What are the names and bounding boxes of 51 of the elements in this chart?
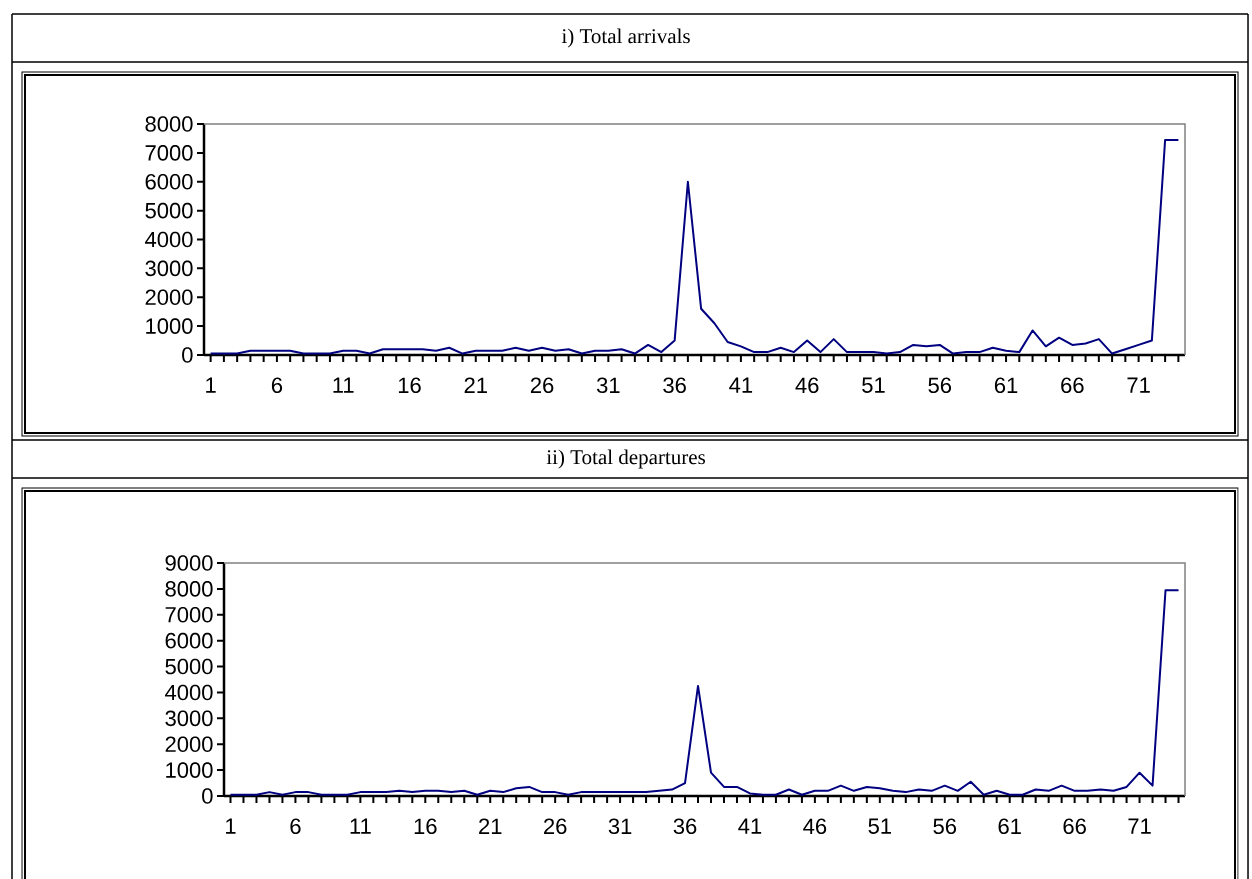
y-tick-label: 3000 bbox=[165, 710, 213, 727]
x-tick-label: 31 bbox=[596, 377, 620, 394]
y-tick-label: 4000 bbox=[145, 231, 193, 248]
x-tick-label: 26 bbox=[530, 377, 554, 394]
x-tick-label: 46 bbox=[803, 818, 827, 835]
x-tick-label: 36 bbox=[673, 818, 697, 835]
y-tick-label: 0 bbox=[182, 347, 193, 363]
x-tick-label: 6 bbox=[271, 377, 283, 394]
x-tick-label: 61 bbox=[998, 818, 1021, 835]
x-tick-label: 61 bbox=[994, 377, 1018, 394]
x-tick-label: 11 bbox=[350, 818, 371, 834]
chart-title: ii) Total departures bbox=[546, 449, 706, 469]
x-tick-label: 46 bbox=[795, 377, 819, 394]
x-tick-label: 16 bbox=[398, 377, 421, 394]
x-tick-label: 56 bbox=[933, 818, 957, 835]
x-tick-label: 31 bbox=[608, 818, 632, 835]
y-tick-label: 0 bbox=[202, 788, 213, 804]
x-tick-label: 16 bbox=[414, 818, 437, 835]
x-tick-label: 66 bbox=[1063, 818, 1086, 835]
x-tick-label: 11 bbox=[333, 377, 354, 393]
y-tick-label: 3000 bbox=[145, 260, 193, 277]
x-tick-label: 1 bbox=[226, 818, 236, 834]
x-tick-label: 66 bbox=[1061, 377, 1084, 394]
y-tick-label: 7000 bbox=[165, 606, 213, 623]
y-tick-label: 7000 bbox=[145, 145, 193, 161]
y-tick-label: 1000 bbox=[146, 318, 193, 334]
y-tick-label: 6000 bbox=[145, 173, 193, 190]
y-tick-label: 2000 bbox=[165, 736, 213, 753]
y-tick-label: 5000 bbox=[145, 202, 193, 219]
y-tick-label: 5000 bbox=[165, 658, 213, 675]
y-tick-label: 6000 bbox=[165, 632, 213, 649]
x-tick-label: 6 bbox=[290, 818, 301, 835]
x-tick-label: 1 bbox=[206, 377, 216, 393]
x-tick-label: 56 bbox=[928, 377, 952, 394]
x-tick-label: 51 bbox=[868, 818, 891, 834]
y-tick-label: 2000 bbox=[145, 289, 193, 306]
x-tick-label: 71 bbox=[1127, 377, 1150, 393]
y-tick-label: 9000 bbox=[165, 555, 213, 571]
y-tick-label: 8000 bbox=[145, 116, 193, 132]
y-tick-label: 1000 bbox=[166, 762, 213, 778]
x-tick-label: 21 bbox=[464, 377, 487, 393]
chart-title: i) Total arrivals bbox=[561, 28, 690, 48]
x-tick-label: 41 bbox=[729, 377, 753, 393]
x-tick-label: 71 bbox=[1128, 818, 1151, 834]
x-tick-label: 21 bbox=[479, 818, 502, 834]
x-tick-label: 51 bbox=[862, 377, 885, 393]
x-tick-label: 41 bbox=[738, 818, 762, 834]
y-tick-label: 4000 bbox=[165, 684, 213, 701]
y-tick-label: 8000 bbox=[165, 581, 213, 597]
x-tick-label: 36 bbox=[663, 377, 686, 394]
x-tick-label: 26 bbox=[544, 818, 567, 835]
